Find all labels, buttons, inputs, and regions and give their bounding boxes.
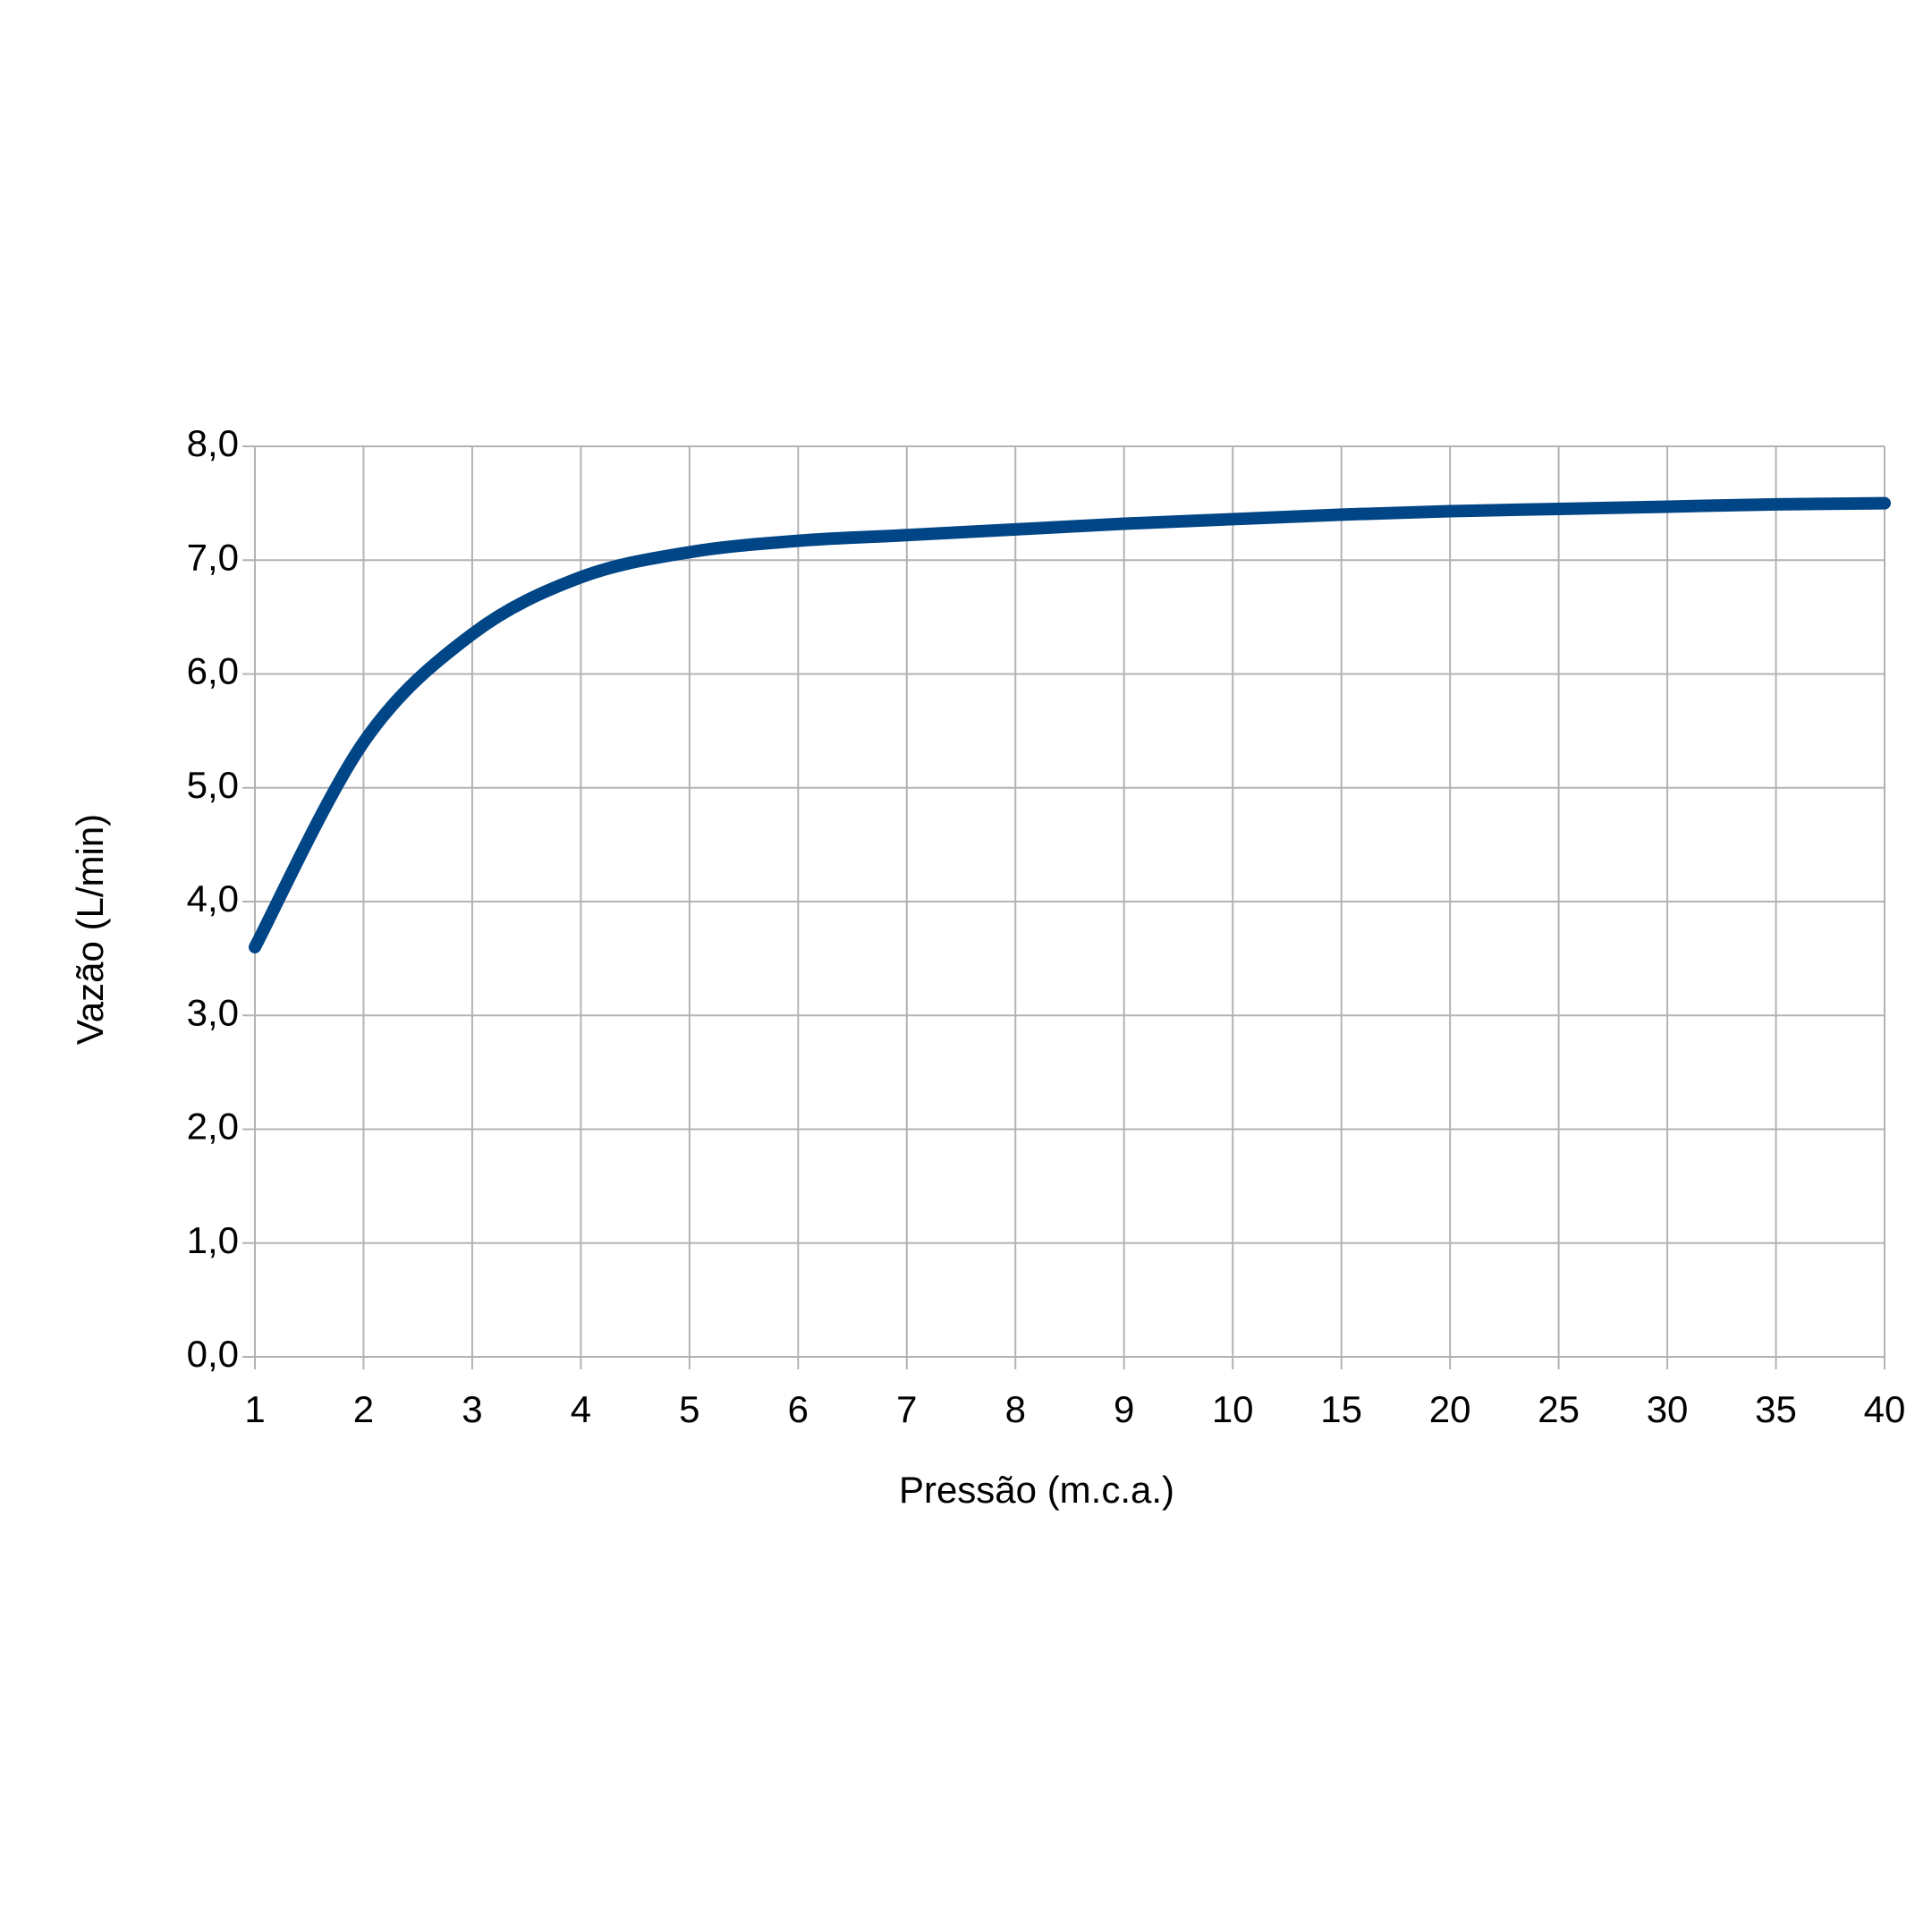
x-tick-label: 7	[896, 1388, 917, 1430]
x-tick-label: 30	[1647, 1388, 1689, 1430]
x-tick-label: 15	[1320, 1388, 1362, 1430]
x-tick-label: 25	[1538, 1388, 1580, 1430]
x-tick-label: 40	[1864, 1388, 1906, 1430]
x-tick-label: 1	[244, 1388, 265, 1430]
x-tick-label: 2	[353, 1388, 374, 1430]
x-tick-label: 4	[571, 1388, 591, 1430]
x-tick-label: 5	[679, 1388, 699, 1430]
y-tick-label: 3,0	[187, 991, 239, 1033]
x-tick-label: 8	[1005, 1388, 1026, 1430]
x-tick-label: 9	[1114, 1388, 1134, 1430]
y-tick-label: 2,0	[187, 1106, 239, 1148]
x-tick-label: 20	[1429, 1388, 1471, 1430]
y-tick-label: 1,0	[187, 1219, 239, 1261]
y-axis-label: Vazão (L/min)	[69, 814, 111, 1045]
x-tick-label: 6	[788, 1388, 809, 1430]
y-tick-label: 0,0	[187, 1333, 239, 1375]
y-tick-label: 7,0	[187, 536, 239, 578]
y-tick-label: 8,0	[187, 422, 239, 464]
y-tick-label: 5,0	[187, 764, 239, 806]
x-tick-label: 35	[1755, 1388, 1797, 1430]
series-line	[249, 496, 1891, 953]
x-tick-label: 10	[1212, 1388, 1254, 1430]
y-tick-label: 4,0	[187, 877, 239, 919]
x-tick-label: 3	[462, 1388, 482, 1430]
y-tick-label: 6,0	[187, 650, 239, 692]
x-axis-label: Pressão (m.c.a.)	[899, 1469, 1174, 1511]
